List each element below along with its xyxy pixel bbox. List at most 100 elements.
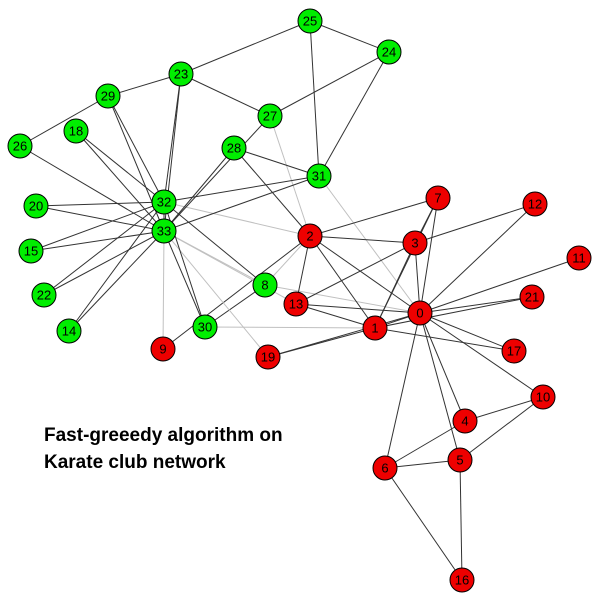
- node-label-18: 18: [69, 124, 83, 139]
- node-2: 2: [297, 223, 323, 249]
- node-label-28: 28: [227, 141, 241, 156]
- node-5: 5: [447, 447, 473, 473]
- edge-15-32: [30, 201, 165, 252]
- node-9: 9: [150, 336, 176, 362]
- edge-31-32: [163, 175, 320, 203]
- node-13: 13: [283, 291, 309, 317]
- edge-0-8: [264, 284, 421, 314]
- node-circle-6: [372, 455, 398, 481]
- edge-0-12: [419, 203, 536, 314]
- edge-0-31: [318, 175, 421, 314]
- node-label-23: 23: [174, 67, 188, 82]
- edge-0-4: [419, 312, 466, 422]
- node-label-16: 16: [455, 573, 469, 588]
- node-circle-23: [168, 61, 194, 87]
- node-label-15: 15: [24, 244, 38, 259]
- node-label-0: 0: [416, 306, 423, 321]
- edge-8-32: [163, 201, 266, 286]
- node-label-13: 13: [289, 297, 303, 312]
- edge-0-21: [419, 296, 533, 314]
- node-label-33: 33: [157, 224, 171, 239]
- node-circle-12: [522, 191, 548, 217]
- edge-30-33: [163, 230, 206, 328]
- edge-1-13: [295, 303, 376, 329]
- node-label-22: 22: [37, 288, 51, 303]
- edge-26-29: [19, 95, 109, 147]
- edge-13-33: [163, 230, 297, 305]
- edge-25-31: [309, 20, 320, 177]
- node-circle-13: [283, 291, 309, 317]
- edge-1-19: [267, 327, 376, 358]
- edge-9-33: [162, 230, 165, 350]
- node-15: 15: [18, 238, 44, 264]
- edge-27-33: [163, 115, 271, 232]
- node-label-14: 14: [62, 324, 76, 339]
- edge-22-33: [43, 230, 165, 296]
- node-circle-4: [452, 408, 478, 434]
- node-4: 4: [452, 408, 478, 434]
- node-circle-30: [192, 314, 218, 340]
- edge-2-9: [162, 235, 311, 350]
- node-label-4: 4: [461, 414, 468, 429]
- node-circle-0: [407, 300, 433, 326]
- node-27: 27: [257, 103, 283, 129]
- caption-line-1: Fast-greeedy algorithm on: [44, 425, 283, 446]
- edge-2-3: [309, 235, 416, 244]
- node-circle-32: [151, 189, 177, 215]
- edge-3-13: [295, 242, 416, 305]
- node-7: 7: [425, 185, 451, 211]
- node-1: 1: [362, 315, 388, 341]
- edge-22-32: [43, 201, 165, 296]
- node-24: 24: [376, 39, 402, 65]
- edge-2-7: [309, 197, 439, 237]
- node-circle-28: [221, 135, 247, 161]
- node-circle-18: [63, 118, 89, 144]
- node-circle-26: [7, 133, 33, 159]
- edge-24-27: [269, 51, 390, 117]
- node-circle-21: [519, 284, 545, 310]
- edge-31-33: [163, 175, 320, 232]
- node-label-31: 31: [312, 169, 326, 184]
- edge-1-30: [204, 326, 376, 329]
- node-26: 26: [7, 133, 33, 159]
- node-circle-25: [297, 8, 323, 34]
- node-19: 19: [255, 344, 281, 370]
- node-circle-33: [151, 218, 177, 244]
- node-3: 3: [402, 230, 428, 256]
- edge-1-21: [374, 296, 533, 329]
- node-circle-29: [95, 83, 121, 109]
- edge-3-12: [414, 203, 536, 244]
- edge-23-32: [163, 73, 182, 203]
- edge-15-33: [30, 230, 165, 252]
- diagram-caption: Fast-greeedy algorithm on Karate club ne…: [44, 422, 283, 476]
- edge-2-28: [233, 147, 311, 237]
- node-22: 22: [31, 282, 57, 308]
- edge-26-33: [19, 145, 165, 232]
- node-label-21: 21: [525, 290, 539, 305]
- node-circle-17: [501, 338, 527, 364]
- edge-24-31: [318, 51, 390, 177]
- node-20: 20: [23, 193, 49, 219]
- edge-19-33: [163, 230, 269, 358]
- node-circle-16: [449, 567, 475, 593]
- node-16: 16: [449, 567, 475, 593]
- node-circle-9: [150, 336, 176, 362]
- node-label-20: 20: [29, 199, 43, 214]
- node-label-1: 1: [371, 321, 378, 336]
- node-label-7: 7: [434, 191, 441, 206]
- edge-24-25: [309, 20, 390, 53]
- node-30: 30: [192, 314, 218, 340]
- node-circle-27: [257, 103, 283, 129]
- edge-18-33: [75, 130, 165, 232]
- edge-14-33: [68, 230, 165, 332]
- node-circle-3: [402, 230, 428, 256]
- edge-5-10: [459, 396, 544, 461]
- node-0: 0: [407, 300, 433, 326]
- node-label-24: 24: [382, 45, 396, 60]
- node-circle-1: [362, 315, 388, 341]
- edge-6-16: [384, 467, 463, 581]
- node-label-12: 12: [528, 197, 542, 212]
- edge-5-16: [459, 459, 463, 581]
- node-circle-10: [530, 384, 556, 410]
